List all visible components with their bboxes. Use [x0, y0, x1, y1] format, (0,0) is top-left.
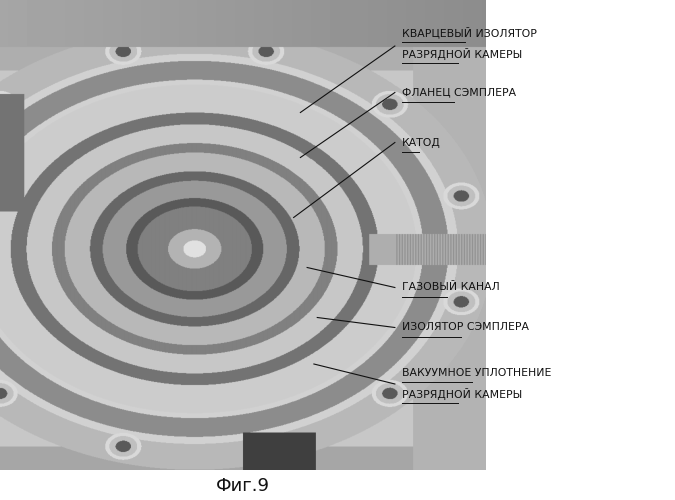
Text: ГАЗОВЫЙ КАНАЛ: ГАЗОВЫЙ КАНАЛ	[402, 282, 500, 292]
Text: РАЗРЯДНОЙ КАМЕРЫ: РАЗРЯДНОЙ КАМЕРЫ	[402, 388, 522, 400]
Text: РАЗРЯДНОЙ КАМЕРЫ: РАЗРЯДНОЙ КАМЕРЫ	[402, 48, 522, 60]
Text: ИЗОЛЯТОР СЭМПЛЕРА: ИЗОЛЯТОР СЭМПЛЕРА	[402, 322, 529, 332]
Text: Фиг.9: Фиг.9	[216, 477, 270, 495]
Text: ФЛАНЕЦ СЭМПЛЕРА: ФЛАНЕЦ СЭМПЛЕРА	[402, 88, 516, 98]
Text: КВАРЦЕВЫЙ ИЗОЛЯТОР: КВАРЦЕВЫЙ ИЗОЛЯТОР	[402, 26, 537, 38]
Text: КАТОД: КАТОД	[402, 138, 440, 147]
Text: ВАКУУМНОЕ УПЛОТНЕНИЕ: ВАКУУМНОЕ УПЛОТНЕНИЕ	[402, 368, 551, 378]
